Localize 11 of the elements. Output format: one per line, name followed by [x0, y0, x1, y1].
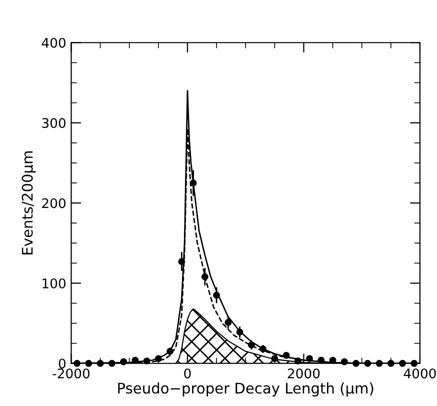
x-tick-label: -2000 [52, 368, 90, 378]
x-tick-label: 4000 [404, 368, 436, 378]
x-tick-label: 0 [184, 368, 191, 378]
x-tick-label: 2000 [288, 368, 320, 378]
y-tick-label: 400 [42, 38, 66, 48]
y-tick-label: 100 [42, 278, 66, 288]
y-tick-label: 300 [42, 118, 66, 128]
y-axis-title: Events/200μm [22, 151, 36, 254]
y-tick-label: 200 [42, 198, 66, 208]
y-tick-label: 0 [58, 358, 66, 369]
x-axis-title: Pseudo−proper Decay Length (μm) [118, 382, 374, 397]
